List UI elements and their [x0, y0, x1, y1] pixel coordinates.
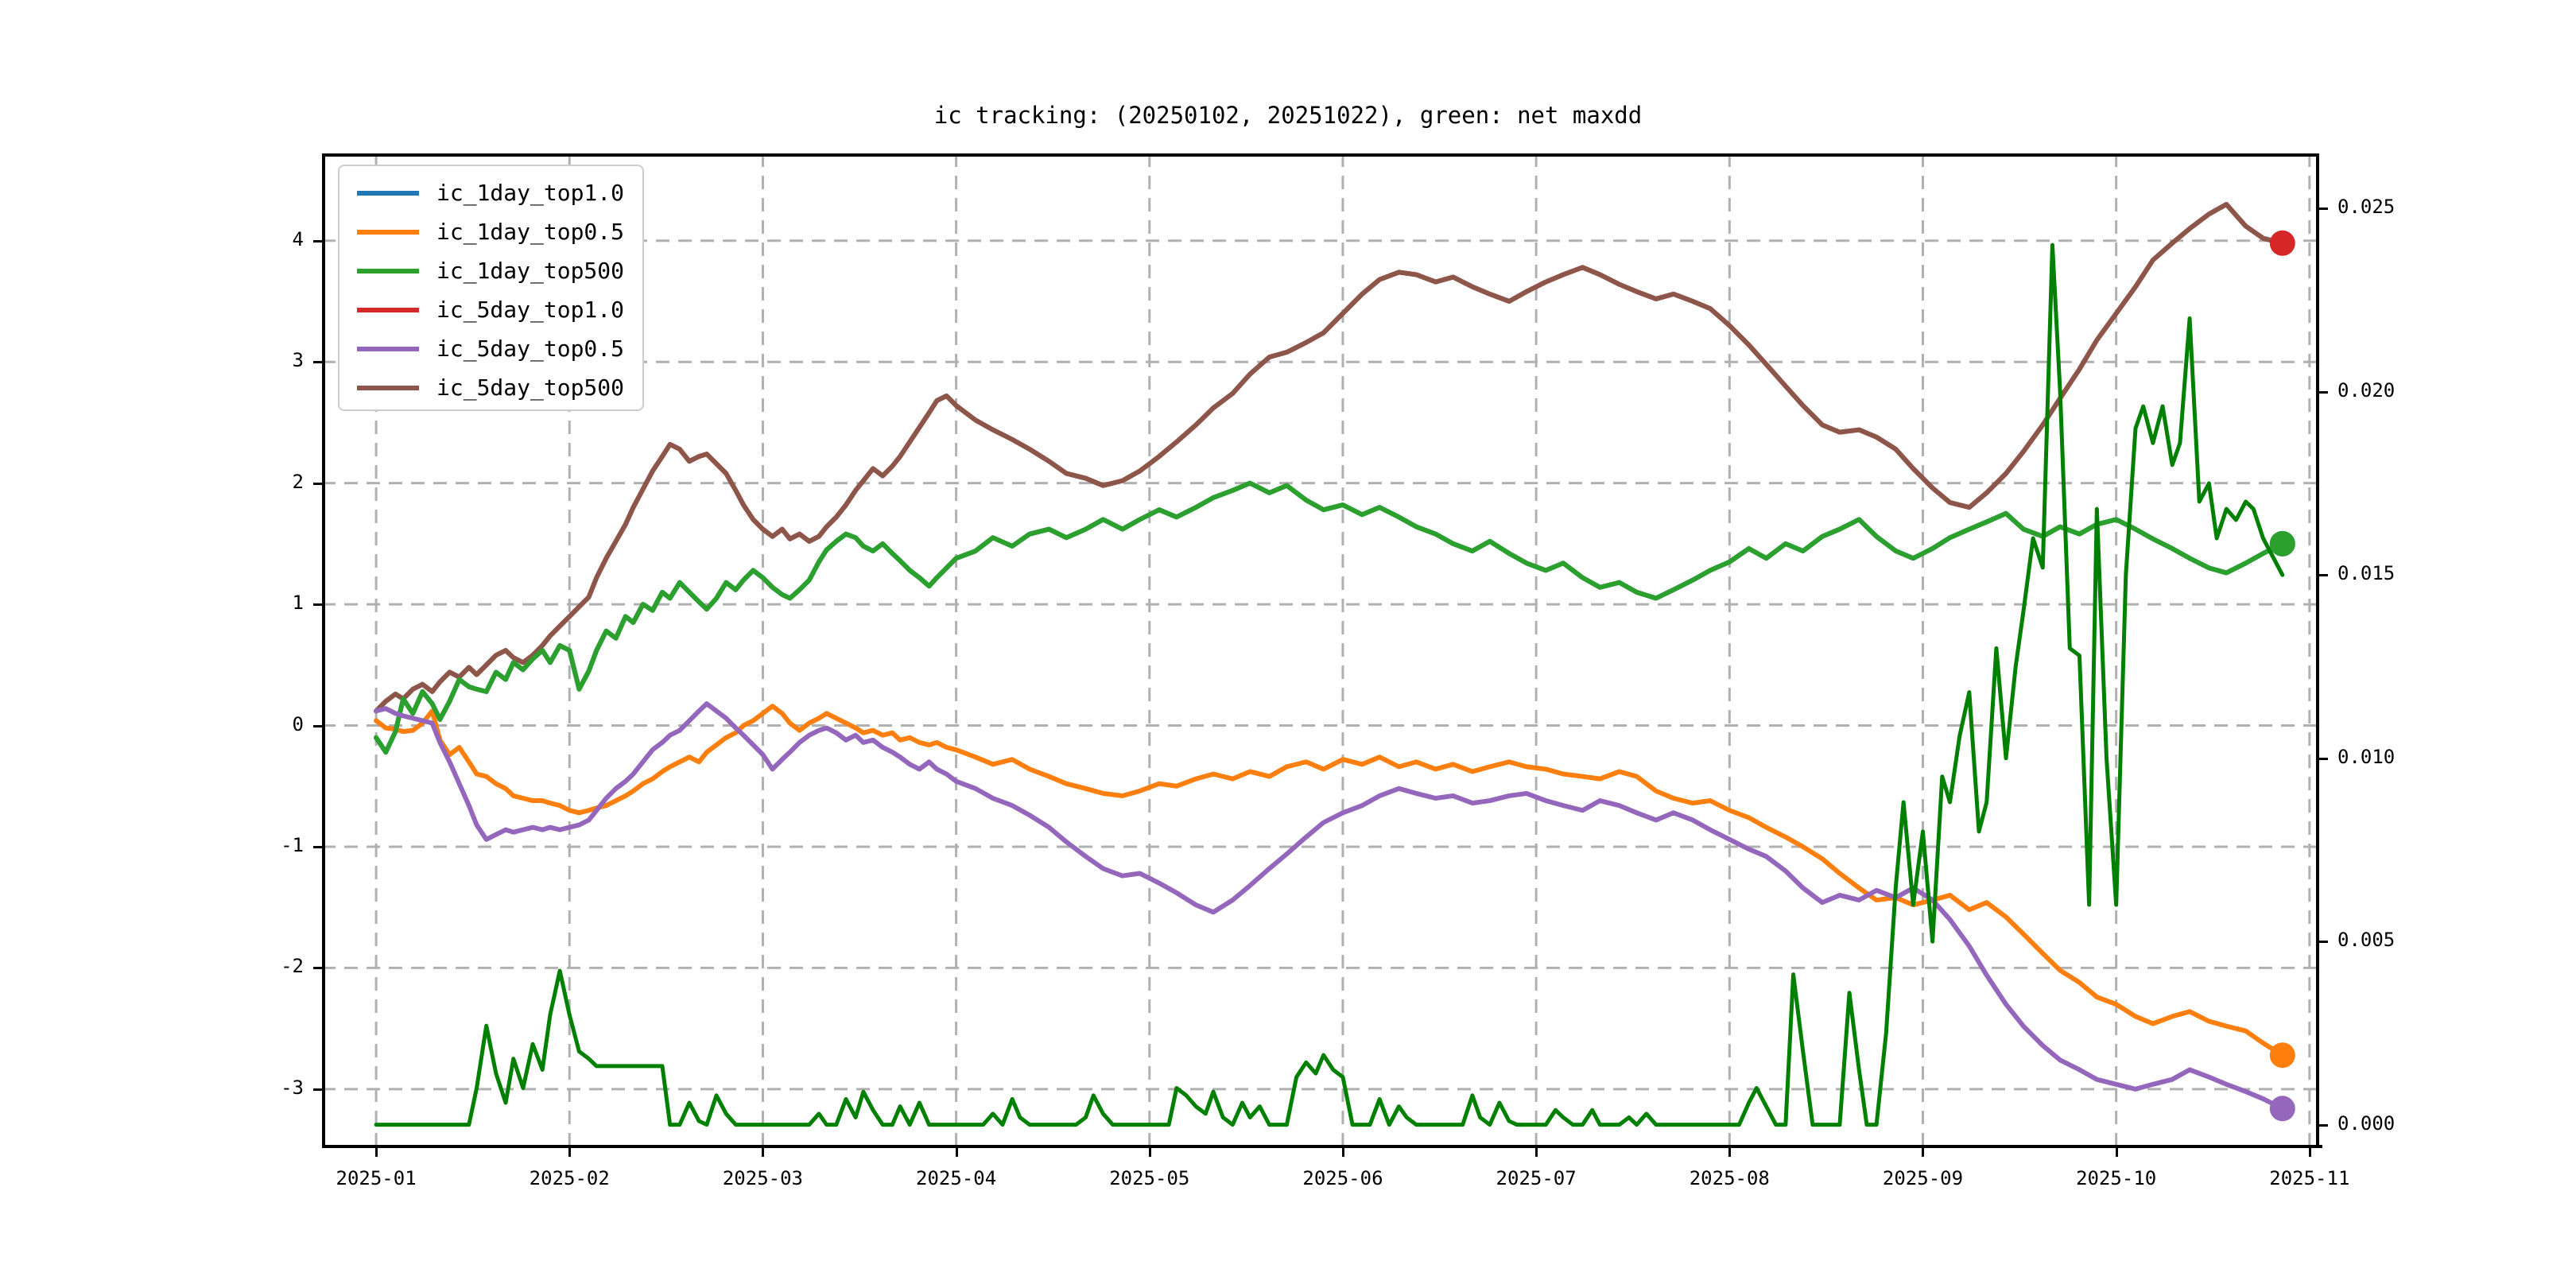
- x-axis-tick-label: 2025-05: [1109, 1167, 1190, 1189]
- endpoint-marker: [2269, 1096, 2295, 1122]
- x-axis-tick-label: 2025-04: [916, 1167, 997, 1189]
- y-axis-left-tick-label: -1: [281, 833, 304, 856]
- x-axis-tick-mark: [568, 1148, 572, 1157]
- x-axis-tick-label: 2025-01: [336, 1167, 417, 1189]
- legend-color-swatch: [357, 385, 419, 390]
- y-axis-left-tick-mark: [313, 361, 322, 364]
- y-axis-right-tick-mark: [2319, 208, 2328, 211]
- legend[interactable]: ic_1day_top1.0 ic_1day_top0.5 ic_1day_top5…: [338, 165, 644, 411]
- x-axis-tick-mark: [1148, 1148, 1151, 1157]
- series-line: [374, 480, 2285, 755]
- y-axis-left-tick-mark: [313, 239, 322, 242]
- series-line: [374, 242, 2285, 1127]
- x-axis-tick-mark: [1922, 1148, 1925, 1157]
- y-axis-left-tick-mark: [313, 482, 322, 485]
- legend-item-label: ic_1day_top1.0: [436, 180, 625, 206]
- legend-item-label: ic_1day_top0.5: [436, 219, 625, 245]
- y-axis-right-tick-label: 0.005: [2337, 929, 2396, 952]
- legend-item-label: ic_1day_top500: [436, 258, 625, 284]
- legend-item-label: ic_5day_top0.5: [436, 336, 625, 362]
- y-axis-left-tick-label: 2: [292, 470, 304, 493]
- legend-item-label: ic_5day_top500: [436, 374, 625, 401]
- x-axis-tick-mark: [375, 1148, 378, 1157]
- series-lines: [374, 202, 2285, 1127]
- y-axis-right-tick-mark: [2319, 757, 2328, 760]
- y-axis-left-tick-mark: [313, 724, 322, 727]
- x-axis-tick-label: 2025-02: [529, 1167, 610, 1189]
- series-line: [374, 701, 2285, 1111]
- x-axis-tick-label: 2025-06: [1302, 1167, 1383, 1189]
- y-axis-right-tick-label: 0.025: [2337, 196, 2396, 219]
- series-line: [374, 480, 2285, 755]
- x-axis-tick-mark: [2308, 1148, 2311, 1157]
- endpoint-markers: [2269, 230, 2295, 1122]
- legend-item[interactable]: ic_5day_top1.0: [339, 289, 646, 330]
- y-axis-left-tick-label: 3: [292, 349, 304, 372]
- x-axis-tick-mark: [1341, 1148, 1344, 1157]
- x-axis-tick-label: 2025-08: [1689, 1167, 1770, 1189]
- legend-item[interactable]: ic_1day_top500: [339, 250, 646, 291]
- x-axis-tick-mark: [955, 1148, 958, 1157]
- x-axis-tick-label: 2025-09: [1882, 1167, 1964, 1189]
- y-axis-right-tick-label: 0.000: [2337, 1111, 2396, 1135]
- y-axis-right-tick-mark: [2319, 1123, 2328, 1127]
- x-axis-tick-mark: [1728, 1148, 1732, 1157]
- axis-spine-bottom: [322, 1145, 2322, 1148]
- legend-item[interactable]: ic_5day_top500: [339, 367, 646, 408]
- axis-spine-top: [322, 153, 2319, 157]
- legend-color-swatch: [357, 190, 419, 196]
- axis-spine-left: [322, 153, 325, 1148]
- legend-item[interactable]: ic_1day_top0.5: [339, 211, 646, 252]
- legend-item[interactable]: ic_5day_top0.5: [339, 328, 646, 369]
- plot-canvas: [322, 153, 2319, 1145]
- legend-item[interactable]: ic_1day_top1.0: [339, 173, 646, 213]
- y-axis-right-tick-label: 0.010: [2337, 745, 2396, 768]
- x-axis-tick-label: 2025-11: [2269, 1167, 2350, 1189]
- endpoint-marker: [2269, 530, 2295, 557]
- y-axis-left-tick-mark: [313, 603, 322, 607]
- y-axis-left-tick-label: 0: [292, 712, 304, 735]
- y-axis-left-tick-mark: [313, 1088, 322, 1091]
- y-axis-right-tick-label: 0.015: [2337, 562, 2396, 585]
- y-axis-left-tick-label: 4: [292, 227, 304, 250]
- y-axis-left-tick-label: -3: [281, 1076, 304, 1099]
- x-axis-tick-label: 2025-07: [1496, 1167, 1577, 1189]
- y-axis-left-tick-mark: [313, 845, 322, 848]
- legend-color-swatch: [357, 307, 419, 312]
- axis-spine-right: [2316, 153, 2319, 1148]
- legend-color-swatch: [357, 346, 419, 351]
- series-line: [374, 704, 2285, 1058]
- legend-item-label: ic_5day_top1.0: [436, 297, 625, 323]
- y-axis-left-tick-label: 1: [292, 592, 304, 615]
- y-axis-left-tick-label: -2: [281, 955, 304, 978]
- y-axis-left-tick-mark: [313, 967, 322, 970]
- series-line: [374, 202, 2285, 714]
- x-axis-tick-mark: [1535, 1148, 1538, 1157]
- endpoint-marker: [2269, 230, 2295, 256]
- legend-color-swatch: [357, 268, 419, 274]
- plot-area: [322, 153, 2319, 1145]
- x-axis-tick-label: 2025-03: [722, 1167, 804, 1189]
- y-axis-right-tick-mark: [2319, 941, 2328, 944]
- x-axis-tick-mark: [2115, 1148, 2118, 1157]
- y-axis-right-tick-label: 0.020: [2337, 378, 2396, 402]
- x-axis-tick-label: 2025-10: [2076, 1167, 2157, 1189]
- y-axis-right-tick-mark: [2319, 390, 2328, 394]
- legend-color-swatch: [357, 229, 419, 235]
- endpoint-marker: [2269, 1042, 2295, 1069]
- x-axis-tick-mark: [762, 1148, 765, 1157]
- chart-title: ic tracking: (20250102, 20251022), green…: [933, 102, 1643, 129]
- y-axis-right-tick-mark: [2319, 574, 2328, 577]
